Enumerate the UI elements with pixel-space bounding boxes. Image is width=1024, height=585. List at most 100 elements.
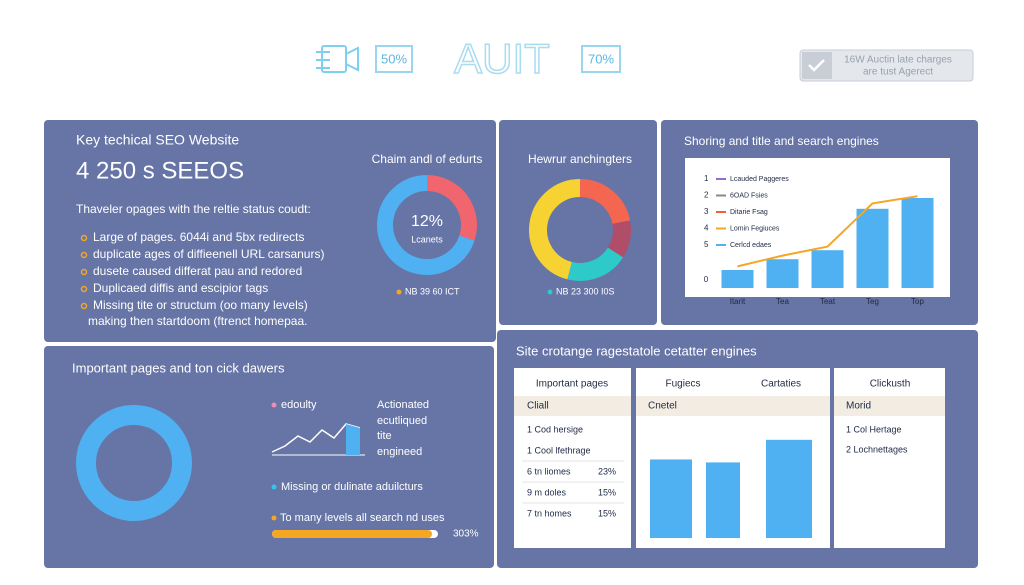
subheader-row (514, 396, 631, 416)
table-cell: 1 Cod hersige (527, 424, 583, 434)
table-card (834, 368, 945, 548)
bar (706, 462, 740, 538)
bullet-text: Missing tite or structum (oo many levels… (93, 298, 308, 312)
headline: 4 250 s SEEOS (76, 157, 244, 184)
x-tick-label: Tea (776, 297, 789, 306)
button-text: are tust Agerect (863, 67, 933, 78)
legend-label: tite (377, 430, 392, 442)
bullet-dot (80, 302, 88, 310)
donut-title: Chaim andl of edurts (372, 152, 483, 166)
button-text: 16W Auctin late charges (844, 55, 952, 66)
table-cell: 6 tn liomes (527, 466, 571, 476)
bar (811, 250, 844, 288)
card-subheader: Cnetel (648, 401, 677, 412)
bullet-text: duplicate ages of diffieenell URL carsan… (93, 247, 324, 261)
progress-fill (272, 530, 432, 538)
y-tick-label: 0 (704, 275, 709, 284)
bullet-text: Duplicaed diffis and escipior tags (93, 281, 268, 295)
x-tick-label: Top (911, 297, 924, 306)
table-cell: 23% (598, 466, 616, 476)
donut-legend: NB 39 60 ICT (405, 286, 460, 296)
badge-left: 50% (381, 51, 407, 66)
donut-segment (377, 175, 475, 275)
donut-segment (426, 175, 477, 241)
legend-label: Actionated (377, 399, 429, 411)
card-header: Cartaties (761, 379, 801, 390)
x-tick-label: Itarit (730, 297, 746, 306)
intro: Thaveler opages with the reltie status c… (76, 202, 311, 216)
header-title: AUIT (454, 35, 550, 82)
legend-dot (547, 289, 553, 295)
bar (766, 439, 812, 538)
bullet-text: Large of pages. 6044i and 5bx redirects (93, 230, 304, 244)
bullet-text: dusete caused differat pau and redored (93, 264, 302, 278)
table-cell: 2 Lochnettages (846, 444, 908, 454)
bullet-dot (80, 268, 88, 276)
legend-label: Ditarie Fsag (730, 209, 768, 216)
subheader-row (636, 396, 830, 416)
bar (856, 208, 889, 288)
donut-segment (607, 220, 631, 258)
donut-segment (567, 247, 624, 281)
donut-legend: NB 23 300 I0S (556, 286, 615, 296)
subheader-row (834, 396, 945, 416)
table-cell: 1 Col Hertage (846, 424, 902, 434)
legend-number: 1 (704, 174, 709, 183)
bar (901, 198, 934, 288)
card-subheader: Morid (846, 401, 871, 412)
bullet-dot (80, 234, 88, 242)
x-tick-label: Teat (820, 297, 836, 306)
bar (721, 270, 754, 288)
panel-title: Important pages and ton cick dawers (72, 360, 285, 375)
panel-title: Key techical SEO Website (76, 132, 239, 148)
badge-box (581, 45, 621, 73)
card-header: Fugiecs (665, 379, 700, 390)
table-cell: 7 tn homes (527, 508, 572, 518)
header-icon (316, 45, 359, 73)
donut-center-value: 12% (411, 213, 443, 230)
legend-number: 3 (704, 207, 709, 216)
x-tick-label: Teg (866, 297, 879, 306)
legend-dot (271, 515, 277, 521)
list-item: Missing or dulinate aduilcturs (281, 481, 423, 493)
donut-ring (76, 405, 192, 521)
status-button[interactable] (799, 49, 974, 82)
legend-label: Cerlcd edaes (730, 242, 772, 249)
badge-right: 70% (588, 51, 614, 66)
legend-label: Lcauded Paggeres (730, 176, 789, 183)
panel-title: Site crotange ragestatole cetatter engin… (516, 343, 757, 358)
legend-label: engineed (377, 446, 422, 458)
legend-number: 5 (704, 240, 709, 249)
legend-label: ecutliqued (377, 415, 427, 427)
legend-number: 4 (704, 224, 709, 233)
check-icon (808, 59, 825, 72)
table-cell: 15% (598, 487, 616, 497)
bar (650, 459, 692, 538)
legend-label: Lomin Fegiuces (730, 225, 780, 232)
donut-segment (579, 179, 631, 225)
table-card (514, 368, 631, 548)
card-subheader: Cliall (527, 401, 549, 412)
donut-segment (529, 179, 581, 280)
legend-dot (271, 402, 277, 408)
card-header: Clickusth (870, 379, 911, 390)
sparkline-fill (346, 424, 360, 455)
table-cell: 15% (598, 508, 616, 518)
bullet-dot (80, 251, 88, 259)
legend-label: edoulty (281, 399, 317, 411)
panel-title: Hewrur anchingters (528, 152, 632, 166)
progress-label: 303% (453, 529, 479, 540)
legend-dot (396, 289, 402, 295)
table-cell: 1 Cool lfethrage (527, 445, 591, 455)
card-header: Important pages (536, 379, 608, 390)
panel-title: Shoring and title and search engines (684, 134, 879, 148)
badge-box (375, 45, 413, 73)
legend-dot (271, 484, 277, 490)
panel (499, 120, 657, 325)
sparkline (271, 423, 361, 453)
bar (766, 259, 799, 288)
panel (44, 120, 496, 342)
bullet-dot (80, 285, 88, 293)
list-item: To many levels all search nd uses (280, 512, 445, 524)
